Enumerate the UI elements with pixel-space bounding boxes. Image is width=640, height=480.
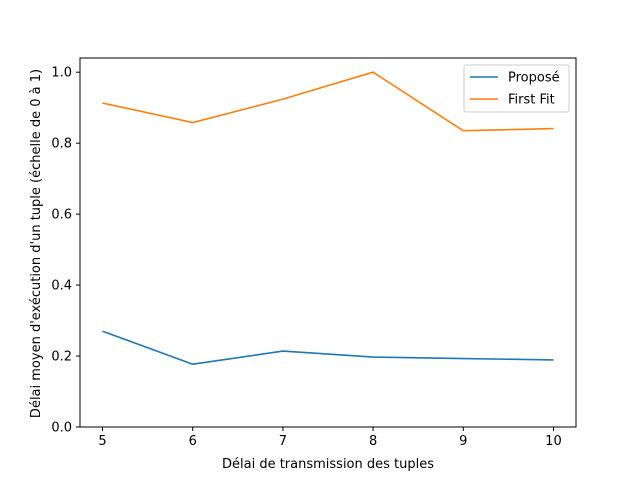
y-tick-label: 0.8 <box>51 137 72 152</box>
x-tick-label: 10 <box>545 434 562 449</box>
legend-label: Proposé <box>508 71 560 86</box>
x-tick-label: 9 <box>459 434 467 449</box>
y-tick-label: 1.0 <box>51 66 72 81</box>
plot-frame <box>79 57 577 428</box>
x-axis: 5 6 7 8 9 10 <box>98 427 562 449</box>
x-axis-label: Délai de transmission des tuples <box>222 457 434 472</box>
series-line-propose <box>102 330 554 365</box>
legend: Proposé First Fit <box>463 64 570 113</box>
series-layer <box>102 71 554 365</box>
y-tick-label: 0.2 <box>51 350 72 365</box>
plot-area <box>79 57 577 428</box>
x-tick-label: 7 <box>279 434 287 449</box>
legend-label: First Fit <box>508 93 555 108</box>
y-tick-label: 0.4 <box>51 279 72 294</box>
y-tick-label: 0.6 <box>51 208 72 223</box>
y-tick-label: 0.0 <box>51 421 72 436</box>
y-axis: 0.0 0.2 0.4 0.6 0.8 1.0 <box>51 66 80 436</box>
x-tick-label: 8 <box>369 434 377 449</box>
x-tick-label: 6 <box>189 434 197 449</box>
y-axis-label: Délai moyen d'exécution d'un tuple (éche… <box>29 69 44 418</box>
x-tick-label: 5 <box>98 434 106 449</box>
series-line-first-fit <box>102 71 554 132</box>
